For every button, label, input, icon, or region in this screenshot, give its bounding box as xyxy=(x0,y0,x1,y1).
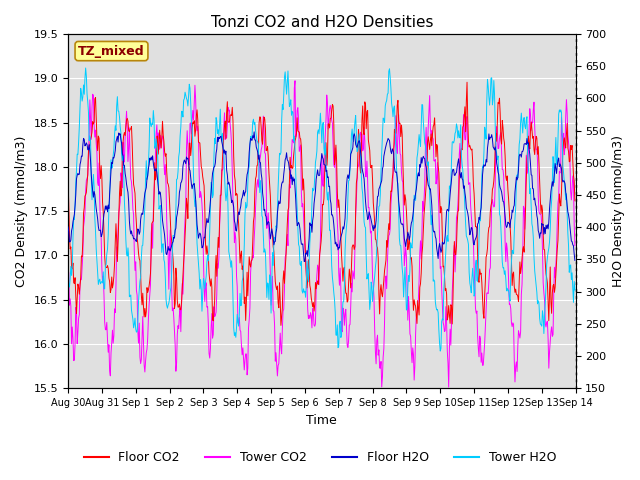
Legend: Floor CO2, Tower CO2, Floor H2O, Tower H2O: Floor CO2, Tower CO2, Floor H2O, Tower H… xyxy=(79,446,561,469)
Title: Tonzi CO2 and H2O Densities: Tonzi CO2 and H2O Densities xyxy=(211,15,433,30)
X-axis label: Time: Time xyxy=(307,414,337,427)
Y-axis label: CO2 Density (mmol/m3): CO2 Density (mmol/m3) xyxy=(15,135,28,287)
Y-axis label: H2O Density (mmol/m3): H2O Density (mmol/m3) xyxy=(612,135,625,287)
Text: TZ_mixed: TZ_mixed xyxy=(78,45,145,58)
